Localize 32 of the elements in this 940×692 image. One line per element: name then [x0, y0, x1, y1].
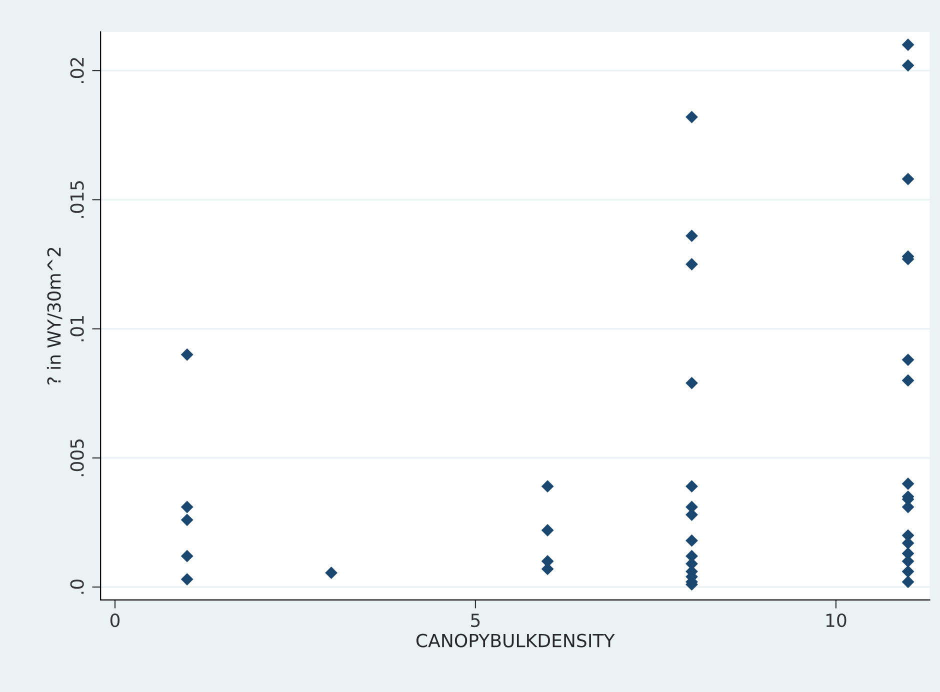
point — [902, 354, 914, 366]
point — [180, 573, 194, 586]
point — [686, 230, 698, 242]
x-tick-label: 10 — [826, 613, 846, 628]
y-tick-label: .01 — [70, 316, 84, 342]
point — [902, 565, 914, 578]
point — [180, 550, 194, 562]
point — [541, 480, 554, 493]
point — [180, 514, 194, 526]
y-tick-label: .0 — [70, 580, 84, 594]
point — [902, 576, 914, 588]
point — [180, 500, 194, 514]
point — [902, 38, 914, 51]
x-axis-title: CANOPYBULKDENSITY — [416, 634, 615, 648]
y-tick-label: .005 — [70, 439, 84, 476]
point — [686, 258, 698, 270]
point — [686, 534, 698, 547]
x-tick-label: 0 — [110, 613, 120, 628]
point — [686, 110, 698, 124]
point — [180, 348, 194, 361]
point — [325, 566, 338, 580]
point — [902, 59, 914, 72]
point — [541, 524, 554, 536]
point — [902, 172, 914, 186]
point — [686, 480, 698, 493]
point — [902, 374, 914, 387]
point — [686, 376, 698, 390]
point — [902, 478, 914, 490]
x-tick-label: 5 — [471, 614, 480, 628]
y-tick-label: .02 — [70, 58, 84, 83]
y-tick-label: .015 — [70, 181, 84, 218]
y-axis-title: ? in WY/30m^2 — [46, 248, 62, 384]
